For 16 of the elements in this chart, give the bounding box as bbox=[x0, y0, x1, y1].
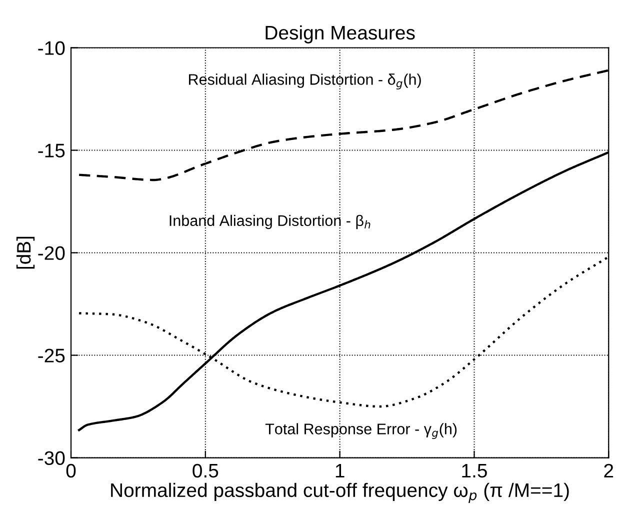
x-tick-label: 0 bbox=[66, 464, 76, 478]
chart-title: Design Measures bbox=[266, 25, 415, 44]
annotation: Residual Aliasing Distortion - δ$_{g}$(h) bbox=[189, 74, 421, 90]
y-tick-label: -10 bbox=[38, 41, 65, 55]
annotation: Inband Aliasing Distortion - β$_{h}$ bbox=[170, 214, 370, 230]
annotation: Total Response Error - γ$_{g}$(h) bbox=[265, 423, 457, 439]
y-tick-label: -25 bbox=[38, 348, 65, 362]
x-tick-label: 1 bbox=[336, 464, 344, 478]
x-axis-title: Normalized passband cut-off frequency ω$_{p}$ (π /M==1) bbox=[111, 482, 569, 503]
y-tick-label: -20 bbox=[38, 246, 65, 260]
y-tick-label: -15 bbox=[38, 144, 65, 158]
x-tick-label: 2 bbox=[604, 464, 614, 478]
y-axis-title: [dB] bbox=[16, 236, 35, 269]
x-tick-label: 0.5 bbox=[192, 464, 218, 478]
x-tick-label: 1.5 bbox=[462, 464, 487, 478]
y-tick-label: -30 bbox=[38, 451, 65, 465]
